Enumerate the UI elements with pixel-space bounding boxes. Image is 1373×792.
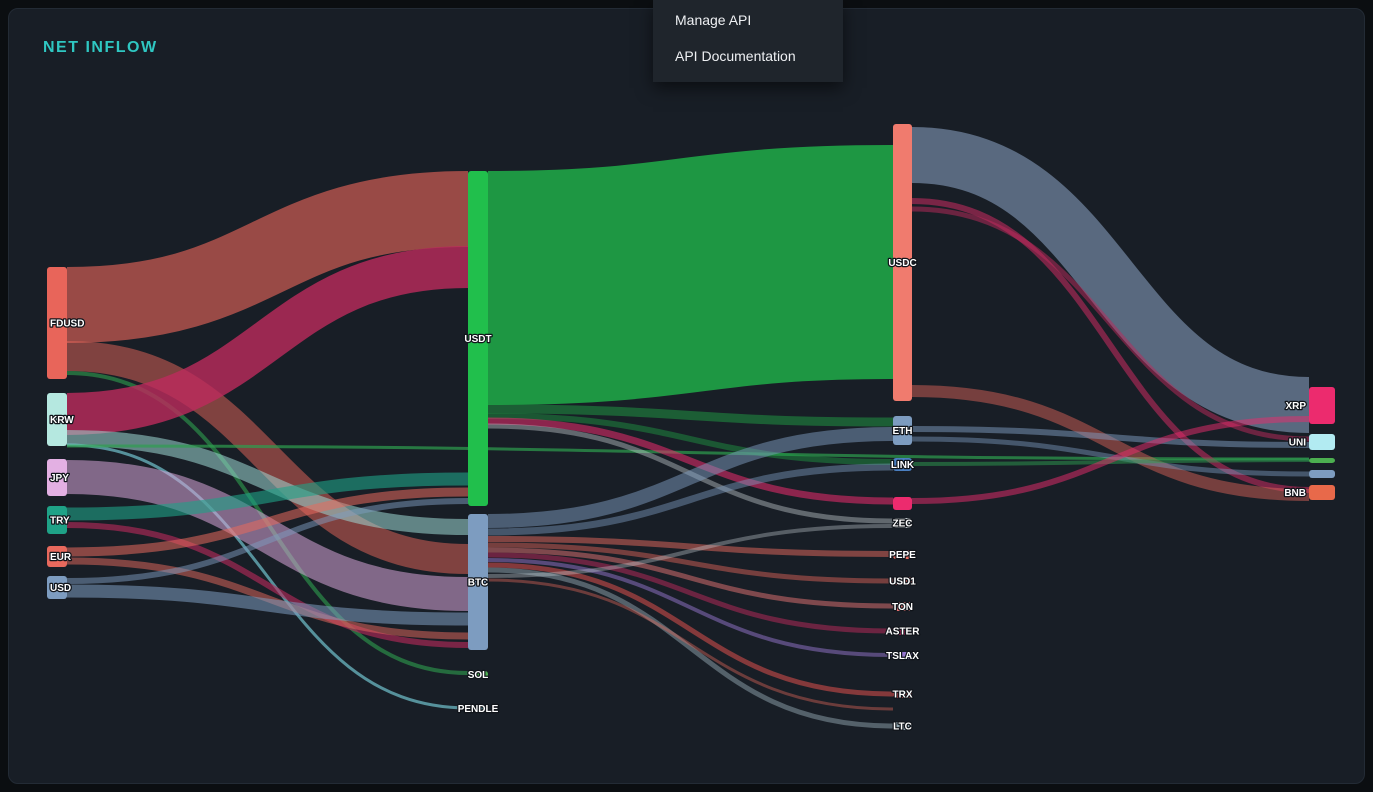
sankey-node-label-PEPE: PEPE <box>889 550 916 561</box>
net-inflow-sankey-chart: FDUSD KRW JPY TRY EUR USD USDT BTC SOL PENDLE USDC… <box>47 124 1335 734</box>
sankey-node-label-TRX: TRX <box>893 690 913 701</box>
sankey-node-label-USDT: USDT <box>464 334 491 345</box>
sankey-link-FDUSD-BTC[interactable] <box>66 341 469 574</box>
sankey-link-JPY-BTC[interactable] <box>66 460 469 611</box>
sankey-node-USDC[interactable] <box>893 124 912 401</box>
sankey-node-XRP[interactable] <box>1309 387 1335 424</box>
sankey-node-LTC[interactable] <box>893 722 912 730</box>
sankey-node-PEPE[interactable] <box>893 550 912 559</box>
sankey-link-TRY-USDT[interactable] <box>66 472 469 521</box>
menu-item-api-documentation[interactable]: API Documentation <box>675 48 796 64</box>
sankey-link-USDC-BNB[interactable] <box>911 385 1310 501</box>
sankey-node-label-USD: USD <box>50 583 71 594</box>
sankey-node-UNI[interactable] <box>1309 434 1335 450</box>
sankey-link-USDT-ETH[interactable] <box>487 404 894 427</box>
sankey-node-label-TRY: TRY <box>50 516 70 527</box>
sankey-node-LINK[interactable] <box>893 458 912 471</box>
sankey-node-SOL[interactable] <box>468 671 488 678</box>
sankey-link-BTC-TRX[interactable] <box>487 578 894 711</box>
sankey-link-BTC-PEPE[interactable] <box>487 536 894 557</box>
sankey-node-BTC[interactable] <box>468 514 488 650</box>
sankey-link-EUR-USDT[interactable] <box>66 487 469 557</box>
sankey-node-TON[interactable] <box>893 602 912 611</box>
sankey-link-KRW-PENDLE[interactable] <box>66 443 469 710</box>
api-dropdown-menu: Manage API API Documentation <box>653 0 843 82</box>
sankey-node-PINK1[interactable] <box>893 497 912 510</box>
sankey-link-USD-USDT[interactable] <box>66 498 469 584</box>
sankey-node-label-USD1: USD1 <box>889 577 916 588</box>
sankey-node-label-JPY: JPY <box>50 473 69 484</box>
sankey-node-label-BTC: BTC <box>468 578 489 589</box>
sankey-node-label-ZEC: ZEC <box>893 519 913 530</box>
sankey-link-BTC-LINK[interactable] <box>487 463 894 536</box>
sankey-link-BTC-USD1[interactable] <box>487 542 894 584</box>
sankey-link-BTC-TRX[interactable] <box>487 562 894 697</box>
sankey-node-USD1[interactable] <box>893 577 912 585</box>
sankey-link-KRW-UNI[interactable] <box>66 444 1310 461</box>
sankey-link-TRY-BTC[interactable] <box>66 522 469 648</box>
sankey-link-BTC-LTC[interactable] <box>487 567 894 729</box>
sankey-link-USDC-BNB[interactable] <box>911 198 1310 493</box>
sankey-node-EUR[interactable] <box>47 546 67 567</box>
sankey-node-USD[interactable] <box>47 576 67 599</box>
sankey-link-USDT-PINK1[interactable] <box>487 417 894 505</box>
sankey-node-label-ETH: ETH <box>893 426 913 437</box>
sankey-node-label-ASTER: ASTER <box>886 627 921 638</box>
sankey-node-TRX[interactable] <box>893 690 912 698</box>
sankey-link-ETH-UNI[interactable] <box>911 426 1310 448</box>
sankey-link-BTC-TON[interactable] <box>487 547 894 609</box>
sankey-link-BTC-ZEC[interactable] <box>487 524 894 578</box>
sankey-node-label-TSLAX: TSLAX <box>886 651 919 662</box>
sankey-node-JPY[interactable] <box>47 459 67 496</box>
sankey-node-ZEC[interactable] <box>893 518 912 528</box>
sankey-node-ASTER[interactable] <box>893 627 912 635</box>
net-inflow-panel: NET INFLOW FDUSD KRW JPY TRY EUR USD USDT BTC SO… <box>8 8 1365 784</box>
sankey-node-ETH[interactable] <box>893 416 912 445</box>
sankey-node-TRY[interactable] <box>47 506 67 534</box>
sankey-node-label-KRW: KRW <box>50 415 74 426</box>
sankey-node-label-FDUSD: FDUSD <box>50 319 84 330</box>
sankey-node-label-BNB: BNB <box>1284 488 1306 499</box>
sankey-link-KRW-BTC[interactable] <box>66 430 469 535</box>
sankey-link-BTC-ETH[interactable] <box>487 427 894 528</box>
sankey-link-USDT-LINK[interactable] <box>487 413 894 465</box>
sankey-node-label-PENDLE: PENDLE <box>458 704 499 715</box>
sankey-link-BTC-ASTER[interactable] <box>487 552 894 634</box>
sankey-node-GRN1[interactable] <box>1309 458 1335 463</box>
sankey-node-label-EUR: EUR <box>50 552 72 563</box>
sankey-link-USDT-USDC[interactable] <box>487 145 894 405</box>
sankey-node-label-TON: TON <box>892 602 913 613</box>
sankey-node-USDT[interactable] <box>468 171 488 506</box>
sankey-node-label-LTC: LTC <box>893 722 912 733</box>
sankey-node-KRW[interactable] <box>47 393 67 446</box>
sankey-link-USD-BTC[interactable] <box>66 584 469 626</box>
sankey-node-label-UNI: UNI <box>1289 438 1306 449</box>
menu-item-manage-api[interactable]: Manage API <box>675 12 752 28</box>
page-title: NET INFLOW <box>43 39 158 56</box>
sankey-node-BLU1[interactable] <box>1309 470 1335 478</box>
sankey-node-label-LINK: LINK <box>891 460 915 471</box>
sankey-node-BNB[interactable] <box>1309 485 1335 500</box>
sankey-link-FDUSD-USDT[interactable] <box>66 171 469 343</box>
sankey-node-label-USDC: USDC <box>888 258 916 269</box>
sankey-node-TSLAX[interactable] <box>893 652 912 659</box>
sankey-node-FDUSD[interactable] <box>47 267 67 379</box>
sankey-link-BTC-TSLAX[interactable] <box>487 558 894 657</box>
sankey-node-label-XRP: XRP <box>1285 401 1306 412</box>
sankey-link-PINK1-XRP[interactable] <box>911 416 1310 504</box>
sankey-node-PENDLE[interactable] <box>468 706 488 711</box>
sankey-node-label-SOL: SOL <box>468 670 489 681</box>
sankey-link-ETH-BLU1[interactable] <box>911 436 1310 477</box>
sankey-link-KRW-USDT[interactable] <box>66 246 469 435</box>
sankey-link-USDC-XRP[interactable] <box>911 127 1310 433</box>
